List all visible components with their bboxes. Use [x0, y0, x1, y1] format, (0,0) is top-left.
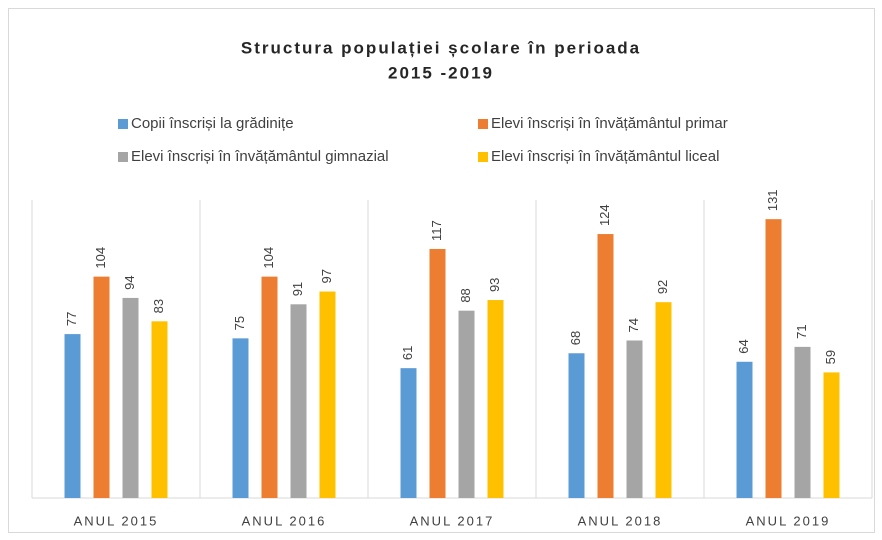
bar — [765, 219, 782, 498]
bar — [568, 353, 585, 498]
bar — [122, 297, 139, 498]
chart-title: Structura populației școlare în perioada — [241, 38, 641, 57]
bar — [151, 321, 168, 498]
data-label: 68 — [568, 331, 583, 345]
data-label: 104 — [93, 247, 108, 269]
chart-title: 2015 -2019 — [388, 63, 494, 82]
bar — [597, 234, 614, 499]
bar — [429, 248, 446, 498]
data-label: 74 — [626, 318, 641, 332]
bar — [261, 276, 278, 498]
legend-swatch — [118, 152, 128, 162]
data-label: 64 — [736, 339, 751, 353]
data-label: 94 — [122, 275, 137, 289]
bar — [626, 340, 643, 498]
data-label: 97 — [319, 269, 334, 283]
data-label: 88 — [458, 288, 473, 302]
data-label: 61 — [400, 346, 415, 360]
x-tick-label: ANUL 2018 — [578, 513, 663, 528]
legend-swatch — [478, 119, 488, 129]
bar — [823, 372, 840, 498]
bar — [290, 304, 307, 498]
data-label: 77 — [64, 312, 79, 326]
bar — [736, 361, 753, 498]
bar — [794, 346, 811, 498]
legend-label: Copii înscriși la grădinițe — [131, 115, 294, 132]
bar — [64, 334, 81, 498]
legend-label: Elevi înscriși în învățământul gimnazial — [131, 148, 389, 165]
data-label: 59 — [823, 350, 838, 364]
bar — [655, 302, 672, 498]
data-label: 92 — [655, 280, 670, 294]
x-tick-label: ANUL 2017 — [410, 513, 495, 528]
legend-label: Elevi înscriși în învățământul liceal — [491, 148, 719, 165]
bar — [458, 310, 475, 498]
bar — [487, 300, 504, 498]
data-label: 83 — [151, 299, 166, 313]
data-label: 93 — [487, 278, 502, 292]
data-label: 131 — [765, 189, 780, 211]
data-label: 104 — [261, 247, 276, 269]
data-label: 117 — [429, 220, 444, 241]
x-tick-label: ANUL 2016 — [242, 513, 327, 528]
x-tick-label: ANUL 2015 — [74, 513, 159, 528]
data-label: 91 — [290, 282, 305, 296]
legend-label: Elevi înscriși în învățământul primar — [491, 115, 728, 132]
bar — [93, 276, 110, 498]
data-label: 71 — [794, 324, 809, 338]
legend-swatch — [118, 119, 128, 129]
x-tick-label: ANUL 2019 — [746, 513, 831, 528]
bar — [232, 338, 249, 498]
bar — [319, 291, 336, 498]
data-label: 75 — [232, 316, 247, 330]
data-label: 124 — [597, 204, 612, 226]
bar — [400, 368, 417, 498]
legend-swatch — [478, 152, 488, 162]
